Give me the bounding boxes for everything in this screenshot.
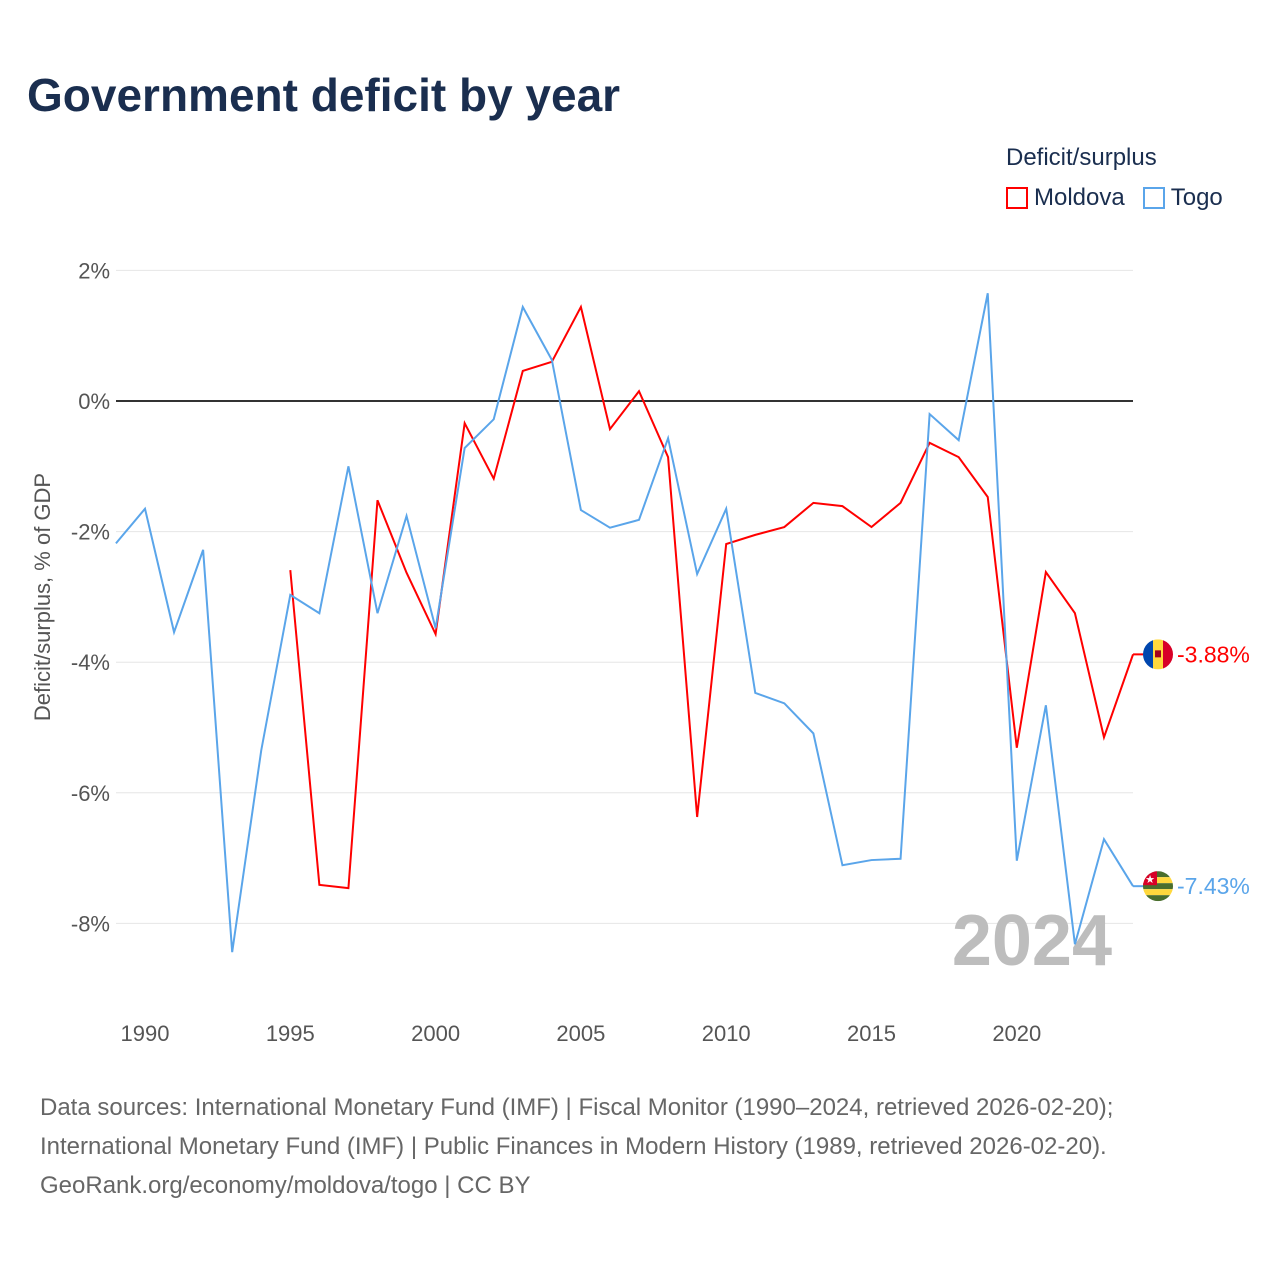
x-tick-label: 1990 — [121, 1021, 170, 1046]
end-value-label-moldova: -3.88% — [1177, 641, 1250, 667]
y-axis-label: Deficit/surplus, % of GDP — [30, 473, 55, 721]
togo-flag-icon: ★ — [1143, 871, 1173, 902]
legend: Deficit/surplus Moldova Togo — [1006, 144, 1223, 212]
legend-item-togo[interactable]: Togo — [1142, 184, 1223, 212]
x-tick-label: 2020 — [992, 1021, 1041, 1046]
x-tick-label: 1995 — [266, 1021, 315, 1046]
chart-title: Government deficit by year — [27, 69, 621, 121]
legend-item-moldova[interactable]: Moldova — [1006, 184, 1125, 212]
y-tick-label: -2% — [71, 520, 110, 545]
svg-text:★: ★ — [1145, 874, 1155, 886]
x-tick-label: 2000 — [411, 1021, 460, 1046]
legend-label-moldova: Moldova — [1034, 184, 1125, 211]
source-line-3[interactable]: GeoRank.org/economy/moldova/togo | CC BY — [40, 1172, 531, 1199]
legend-title: Deficit/surplus — [1006, 144, 1157, 171]
legend-label-togo: Togo — [1170, 184, 1223, 211]
x-tick-label: 2005 — [556, 1021, 605, 1046]
year-watermark: 2024 — [952, 901, 1112, 981]
x-tick-label: 2015 — [847, 1021, 896, 1046]
series-line-moldova[interactable] — [289, 304, 1134, 890]
series-line-togo[interactable] — [115, 293, 1134, 953]
y-tick-label: -8% — [71, 911, 110, 936]
moldova-flag-icon — [1143, 639, 1173, 670]
source-line-2: International Monetary Fund (IMF) | Publ… — [40, 1133, 1107, 1160]
y-tick-label: 2% — [78, 258, 110, 283]
legend-swatch-togo — [1142, 187, 1165, 209]
legend-swatch-moldova — [1006, 187, 1028, 209]
x-tick-label: 2010 — [702, 1021, 751, 1046]
y-tick-label: 0% — [78, 389, 110, 414]
y-tick-label: -6% — [71, 781, 110, 806]
y-tick-label: -4% — [71, 650, 110, 675]
sources: Data sources: International Monetary Fun… — [40, 1088, 1113, 1205]
end-value-label-togo: -7.43% — [1177, 873, 1250, 899]
source-line-1: Data sources: International Monetary Fun… — [40, 1094, 1114, 1121]
